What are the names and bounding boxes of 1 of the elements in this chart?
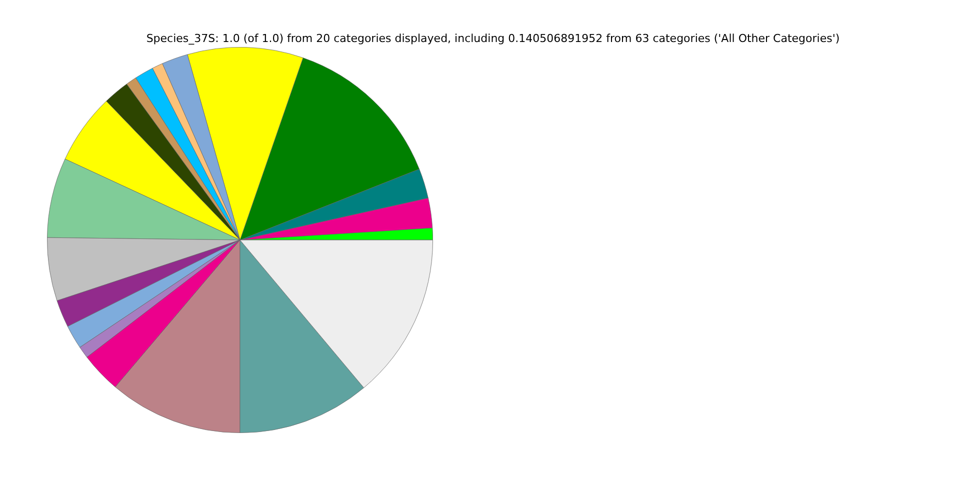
- text: Species_37S: 1.0 (of 1.0) from 20 categories displayed, including 0.140506891952 from 63 categories ('All Other Categories'): [145, 32, 841, 45]
